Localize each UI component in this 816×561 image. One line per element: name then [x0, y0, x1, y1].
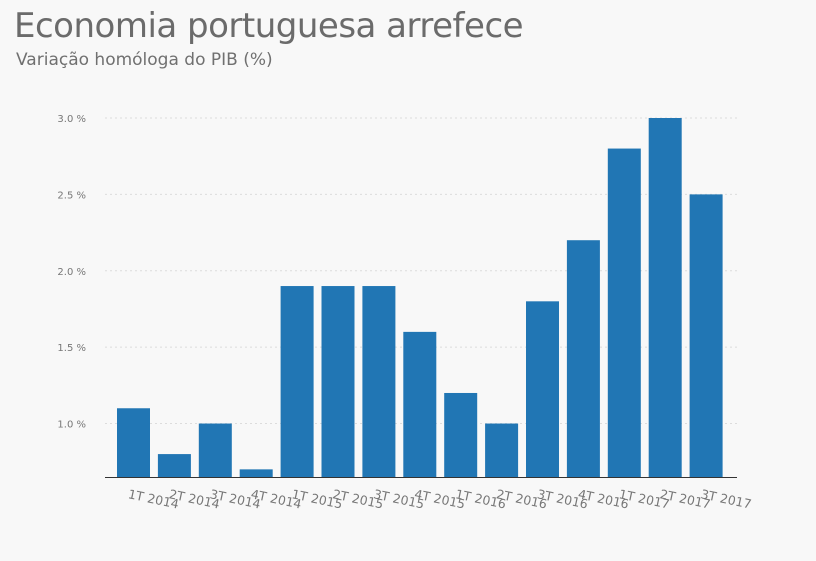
- bar: [362, 286, 396, 477]
- chart-title: Economia portuguesa arrefece: [14, 6, 524, 46]
- bar: [485, 423, 519, 477]
- y-tick-label: 2.0 %: [57, 267, 86, 278]
- bar: [526, 301, 559, 477]
- y-tick-label: 2.5 %: [57, 190, 86, 201]
- bars: [117, 118, 723, 477]
- y-tick-label: 3.0 %: [57, 114, 86, 125]
- bar: [403, 331, 437, 477]
- bar: [321, 286, 355, 477]
- bar: [198, 423, 232, 477]
- bar: [239, 469, 273, 477]
- y-axis-ticks: 1.0 % 1.5 % 2.0 % 2.5 % 3.0 %: [57, 114, 86, 431]
- bar: [648, 118, 682, 477]
- bar: [566, 240, 600, 477]
- bar: [444, 392, 478, 477]
- bar: [117, 408, 150, 477]
- bar: [157, 454, 191, 477]
- bar: [607, 148, 641, 477]
- y-tick-label: 1.5 %: [57, 343, 86, 354]
- bar: [280, 286, 314, 477]
- chart-subtitle: Variação homóloga do PIB (%): [16, 50, 273, 70]
- bar: [689, 194, 723, 477]
- y-tick-label: 1.0 %: [57, 420, 86, 431]
